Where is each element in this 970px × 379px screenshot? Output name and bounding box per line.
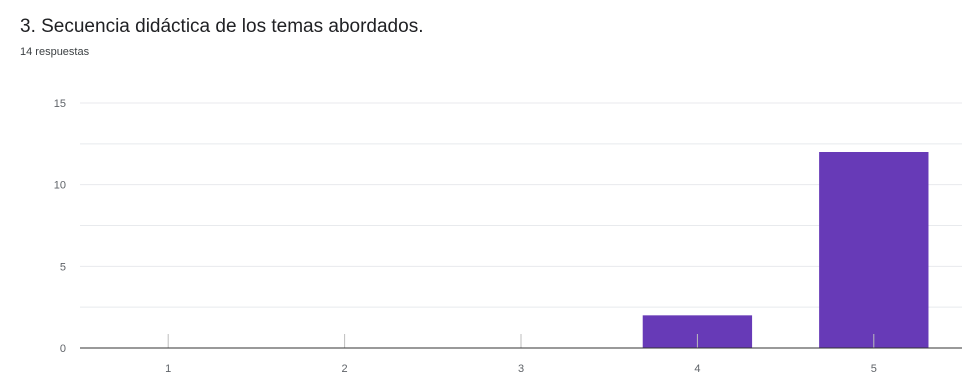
y-tick-label: 15: [54, 98, 66, 110]
x-tick-label: 4: [694, 363, 700, 375]
gridlines: [80, 102, 962, 308]
question-title: 3. Secuencia didáctica de los temas abor…: [20, 16, 424, 37]
bars: [642, 152, 929, 348]
y-axis-ticks: 0 5 10 15: [54, 98, 66, 355]
response-count: 14 respuestas: [20, 46, 90, 58]
bar-5: [819, 152, 929, 348]
x-axis-ticks: 1 2 3 4 5: [165, 334, 877, 375]
x-tick-label: 5: [871, 363, 877, 375]
x-tick-label: 3: [518, 363, 524, 375]
y-tick-label: 0: [60, 343, 66, 355]
x-tick-label: 1: [165, 363, 171, 375]
y-tick-label: 10: [54, 180, 66, 192]
x-tick-label: 2: [342, 363, 348, 375]
y-tick-label: 5: [60, 261, 66, 273]
